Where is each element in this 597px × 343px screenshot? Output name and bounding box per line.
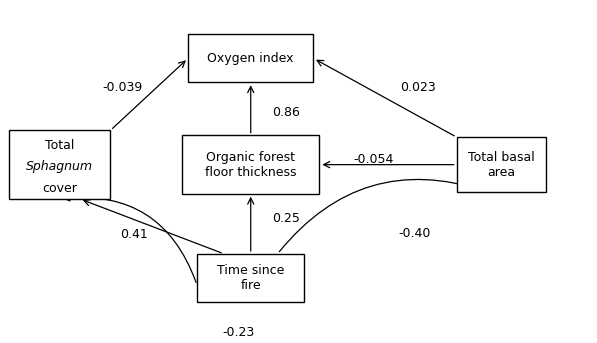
Text: -0.039: -0.039 <box>102 81 143 94</box>
Text: 0.023: 0.023 <box>400 81 436 94</box>
Text: 0.41: 0.41 <box>121 228 148 241</box>
Text: Organic forest
floor thickness: Organic forest floor thickness <box>205 151 297 179</box>
Text: -0.054: -0.054 <box>353 153 393 166</box>
Text: 0.25: 0.25 <box>272 212 300 225</box>
Text: Total: Total <box>45 139 75 152</box>
Text: Total basal
area: Total basal area <box>468 151 535 179</box>
Text: Time since
fire: Time since fire <box>217 264 284 292</box>
Text: -0.23: -0.23 <box>223 326 255 339</box>
FancyBboxPatch shape <box>182 135 319 194</box>
FancyBboxPatch shape <box>457 137 546 192</box>
FancyBboxPatch shape <box>197 254 304 302</box>
FancyBboxPatch shape <box>188 34 313 82</box>
Text: cover: cover <box>42 182 77 195</box>
Text: 0.86: 0.86 <box>272 106 300 119</box>
Text: -0.40: -0.40 <box>399 227 431 240</box>
Text: Oxygen index: Oxygen index <box>208 52 294 65</box>
Text: Sphagnum: Sphagnum <box>26 160 93 173</box>
FancyBboxPatch shape <box>9 130 110 199</box>
